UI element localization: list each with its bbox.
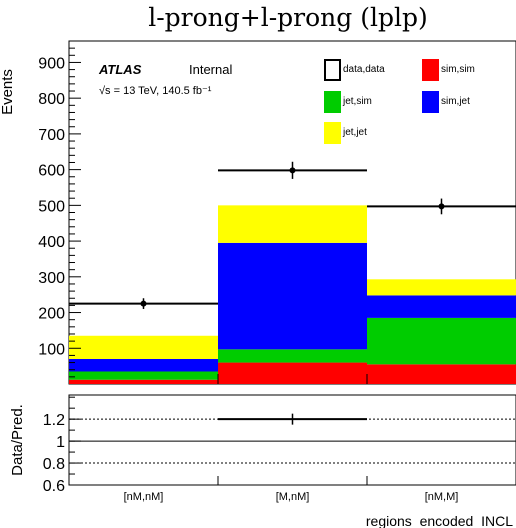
y-tick-label: 600 [38, 163, 65, 180]
legend: data,data sim,sim jet,sim sim,jet jet,jet [324, 59, 475, 144]
legend-swatch-jet-jet [324, 122, 341, 144]
bar-sim-sim-1 [218, 362, 367, 384]
y-tick-label: 500 [38, 198, 65, 215]
bar-sim-jet-2 [367, 295, 516, 318]
y-tick-label: 300 [38, 270, 65, 287]
y-tick-label: 200 [38, 306, 65, 323]
legend-label: jet,sim [342, 96, 372, 107]
main-y-axis: 100 200 300 400 500 600 700 800 900 [38, 47, 81, 378]
legend-label: jet,jet [342, 127, 367, 138]
category-labels: [nM,nM] [M,nM] [nM,M] [124, 491, 459, 503]
legend-label: sim,jet [441, 96, 470, 107]
y-tick-label: 700 [38, 127, 65, 144]
bar-sim-jet-0 [69, 358, 218, 372]
chart-title: l-prong+l-prong (lplp) [148, 3, 428, 32]
ratio-y-tick-label: 1.2 [43, 412, 65, 429]
ratio-reference-lines [69, 418, 516, 464]
legend-swatch-jet-sim [324, 91, 341, 113]
legend-marker-data [324, 59, 341, 81]
y-tick-label: 100 [38, 341, 65, 358]
ratio-y-tick-label: 0.8 [43, 456, 65, 473]
y-tick-label: 800 [38, 91, 65, 108]
stacked-bars [69, 205, 516, 384]
bar-sim-sim-2 [367, 364, 516, 384]
ratio-y-tick-label: 0.6 [43, 478, 65, 495]
y-axis-label: Events [0, 69, 16, 115]
bar-jet-jet-0 [69, 335, 218, 359]
internal-label: Internal [189, 62, 232, 77]
atlas-label: ATLAS [98, 62, 142, 77]
ratio-y-axis-label: Data/Pred. [9, 404, 26, 476]
category-label: [nM,M] [425, 491, 459, 503]
energy-lumi-label: √s = 13 TeV, 140.5 fb⁻¹ [99, 85, 212, 97]
bar-sim-jet-1 [218, 242, 367, 350]
bar-jet-sim-1 [218, 349, 367, 363]
legend-label: data,data [343, 64, 385, 75]
data-points [69, 161, 516, 309]
data-point-0 [140, 300, 147, 307]
ratio-y-tick-label: 1 [56, 434, 65, 451]
y-tick-label: 900 [38, 55, 65, 72]
data-point-2 [438, 203, 445, 210]
data-point-1 [289, 167, 296, 174]
main-x-ticks [217, 374, 368, 485]
legend-swatch-sim-sim [422, 59, 439, 81]
bar-jet-sim-0 [69, 371, 218, 380]
bar-sim-sim-0 [69, 379, 218, 384]
y-tick-label: 400 [38, 234, 65, 251]
ratio-points [218, 413, 367, 425]
legend-label: sim,sim [441, 64, 475, 75]
bar-jet-jet-1 [218, 205, 367, 243]
x-axis-label: regions_encoded_INCL [366, 513, 513, 528]
bar-jet-jet-2 [367, 279, 516, 296]
category-label: [nM,nM] [124, 491, 164, 503]
ratio-plot-frame [68, 394, 516, 486]
legend-swatch-sim-jet [422, 91, 439, 113]
category-label: [M,nM] [276, 491, 310, 503]
bar-jet-sim-2 [367, 317, 516, 365]
ratio-y-axis: 0.6 0.8 1 1.2 [43, 396, 81, 495]
